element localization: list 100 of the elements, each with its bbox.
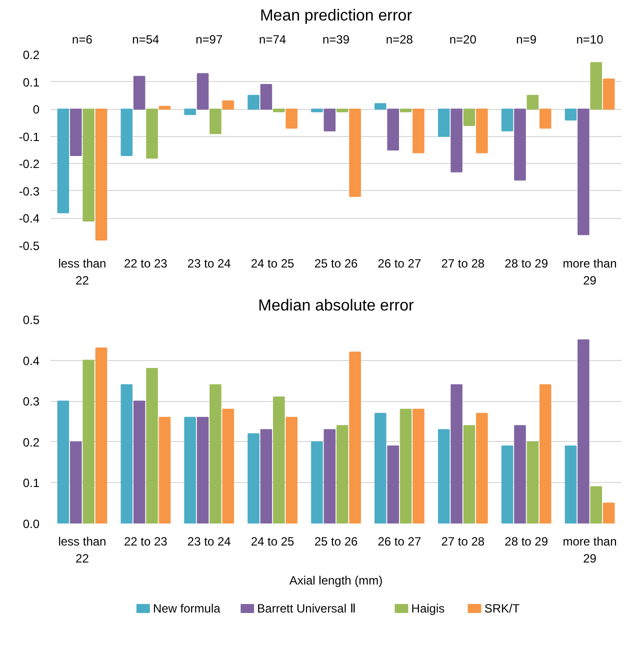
bar (349, 352, 361, 524)
x-tick-label: more than 29 (562, 256, 617, 288)
bar (324, 429, 336, 524)
bar (602, 502, 615, 524)
text: n=20 (449, 32, 477, 46)
x-tick-label: 28 to 29 (504, 534, 548, 548)
bar (311, 441, 323, 524)
bar (564, 108, 577, 120)
x-tick-label: 22 to 23 (124, 534, 168, 548)
bar (70, 441, 82, 524)
bar (184, 108, 196, 116)
bar (120, 384, 133, 524)
bar (57, 400, 70, 524)
x-tick-label: 26 to 27 (378, 256, 422, 270)
bar (578, 108, 590, 236)
y-tick-label: 0.0 (22, 517, 40, 531)
bar (82, 108, 94, 222)
bar (184, 416, 196, 524)
bar (438, 429, 450, 524)
y-tick-label: -0.3 (18, 184, 40, 198)
bar (514, 425, 526, 524)
bar (526, 441, 539, 524)
bar (539, 108, 552, 129)
chart-title: Mean prediction error (260, 8, 413, 24)
text: n=97 (196, 32, 223, 46)
y-tick-label: 0.3 (22, 394, 40, 409)
x-tick-label: less than 22 (58, 256, 106, 288)
bar (387, 108, 399, 150)
bar (324, 108, 336, 132)
chart-title: Median absolute error (258, 298, 414, 314)
bar (539, 384, 552, 524)
bar (438, 108, 450, 137)
bar (248, 94, 260, 110)
bar (336, 108, 348, 112)
bar (95, 348, 108, 524)
bar (210, 108, 222, 134)
x-tick-label: 28 to 29 (504, 256, 548, 270)
bar (120, 108, 133, 156)
bar (196, 416, 209, 524)
bar (476, 412, 488, 524)
bar (400, 108, 412, 112)
x-tick-label: 23 to 24 (187, 534, 232, 548)
text: n=9 (516, 32, 537, 46)
legend-label: SRK/T (484, 602, 520, 616)
bar (387, 445, 399, 524)
y-tick-label: -0.5 (18, 239, 40, 253)
bar (501, 445, 514, 524)
text: n=28 (386, 32, 414, 46)
bar (336, 425, 348, 524)
legend-label: Barrett Universal Ⅱ (257, 602, 356, 616)
bar (374, 412, 386, 524)
bar (260, 84, 272, 110)
bar (578, 339, 590, 524)
text: n=10 (576, 32, 604, 46)
bar (400, 408, 412, 524)
bar (514, 108, 526, 181)
bar (248, 433, 260, 524)
y-tick-label: 0.4 (22, 354, 40, 368)
bar (450, 384, 462, 524)
bar (412, 108, 424, 154)
bar (590, 62, 602, 110)
legend-label: New formula (152, 602, 221, 616)
bar (222, 408, 234, 524)
bar (602, 78, 615, 110)
text: n=54 (132, 32, 160, 46)
x-tick-label: more than 29 (562, 534, 617, 566)
y-tick-label: 0.1 (22, 75, 40, 90)
x-tick-label: 25 to 26 (314, 534, 358, 548)
bar (260, 429, 272, 524)
bar (311, 108, 323, 112)
bar (412, 408, 424, 524)
bar (564, 445, 577, 524)
bar (133, 400, 146, 524)
x-tick-label: 24 to 25 (250, 256, 295, 270)
bar (146, 368, 158, 524)
x-tick-label: 22 to 23 (124, 256, 168, 270)
y-tick-label: 0.5 (22, 313, 40, 327)
bar (82, 360, 94, 524)
x-tick-label: 27 to 28 (441, 256, 485, 270)
x-axis-title: Axial length (mm) (289, 573, 383, 588)
text: n=39 (322, 32, 350, 46)
bar (374, 103, 386, 110)
y-tick-label: 0.2 (22, 435, 40, 450)
y-tick-label: -0.1 (18, 130, 40, 144)
bar (286, 416, 298, 524)
text: n=74 (259, 32, 286, 46)
x-tick-label: 26 to 27 (378, 534, 422, 548)
bar (273, 108, 285, 112)
bar (158, 106, 171, 110)
bar (222, 100, 234, 110)
bar (273, 396, 285, 524)
y-tick-label: 0 (32, 102, 40, 117)
bar (158, 416, 171, 524)
bar (501, 108, 514, 132)
bar (463, 108, 476, 126)
bar (70, 108, 82, 156)
y-tick-label: -0.4 (18, 212, 40, 226)
y-tick-label: 0.1 (22, 476, 40, 490)
x-tick-label: 27 to 28 (441, 534, 485, 548)
text: n=6 (72, 32, 93, 46)
